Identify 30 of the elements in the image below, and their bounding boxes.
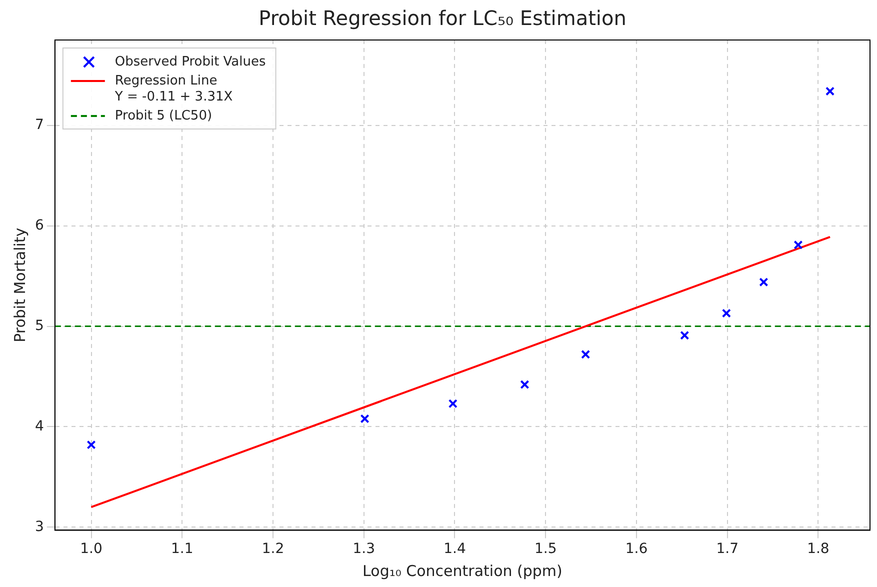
- x-tick-label: 1.0: [80, 541, 102, 558]
- legend-label: Probit 5 (LC50): [114, 108, 212, 124]
- y-tick-label: 5: [34, 318, 44, 334]
- x-tick-label: 1.4: [444, 541, 466, 558]
- point: [680, 330, 690, 340]
- x-tick-label: 1.1: [170, 541, 194, 558]
- point: [722, 308, 731, 318]
- legend-label: Observed Probit Values: [114, 54, 266, 70]
- y-tick-label: 4: [34, 418, 44, 434]
- x-tick-label: 1.3: [352, 541, 375, 558]
- x-axis-title: Log₁₀ Concentration (ppm): [362, 562, 562, 580]
- point: [86, 440, 96, 450]
- point: [520, 380, 530, 390]
- point: [794, 240, 803, 250]
- point: [360, 414, 370, 424]
- point: [448, 399, 458, 408]
- x-tick-label: 1.7: [716, 541, 738, 558]
- y-tick-label: 7: [34, 117, 44, 134]
- x-tick-label: 1.2: [262, 541, 284, 558]
- legend-label: Regression Line Y = -0.11 + 3.31X: [114, 73, 233, 104]
- chart-title: Probit Regression for LC₅₀ Estimation: [258, 6, 626, 30]
- x-tick-label: 1.8: [807, 541, 830, 558]
- x-tick-label: 1.5: [534, 541, 557, 558]
- y-tick-label: 6: [34, 217, 44, 234]
- y-axis-title: Probit Mortality: [10, 228, 29, 342]
- point: [581, 350, 590, 359]
- x-tick-label: 1.6: [625, 541, 648, 558]
- y-tick-label: 3: [34, 518, 44, 535]
- point: [825, 86, 835, 96]
- point: [759, 278, 768, 287]
